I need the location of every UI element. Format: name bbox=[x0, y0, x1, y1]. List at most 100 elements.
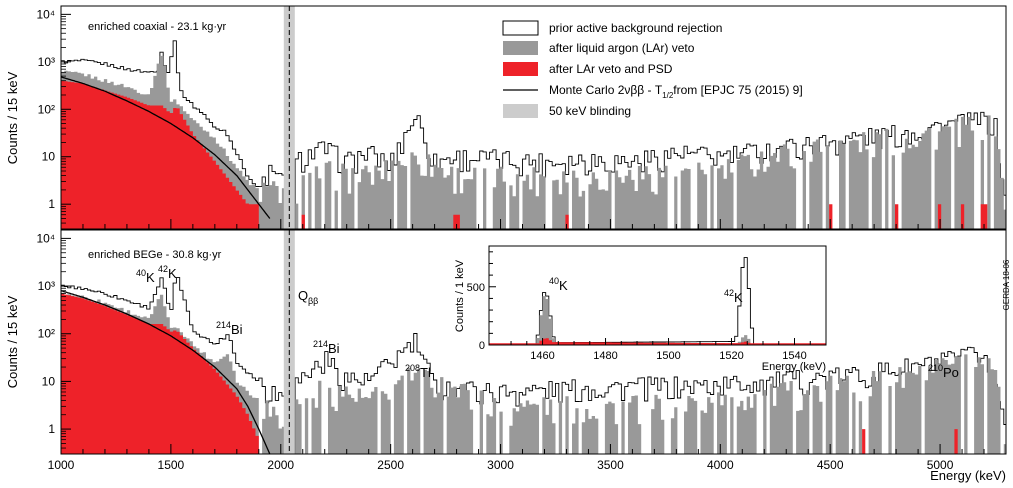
inset-peak-label-k-40: 40 K bbox=[549, 276, 568, 293]
y-tick-label: 10 bbox=[42, 150, 56, 164]
peak-label-element: K bbox=[146, 270, 155, 285]
peak-label-element: Bi bbox=[328, 341, 340, 356]
peak-label-bi-214: 214 Bi bbox=[313, 339, 340, 356]
legend-entry-prior: prior active background rejection bbox=[502, 20, 722, 36]
coaxial-y-axis-label: Counts / 15 keV bbox=[5, 71, 20, 164]
y-tick-label: 10³ bbox=[38, 279, 55, 293]
y-tick-label: 10³ bbox=[38, 55, 55, 69]
legend-entry-lar: after liquid argon (LAr) veto bbox=[503, 41, 695, 55]
inset-y-axis-label: Counts / 1 keV bbox=[454, 259, 466, 332]
legend: prior active background rejection after l… bbox=[502, 20, 803, 118]
inset-peak-label-element: K bbox=[559, 278, 568, 293]
inset-prior-histogram bbox=[489, 257, 826, 345]
bege-y-axis-label: Counts / 15 keV bbox=[5, 295, 20, 388]
peak-label-mass-number: 214 bbox=[313, 339, 328, 349]
peak-label-k-40: 40 K bbox=[136, 268, 155, 285]
inset-peak-label-mass-number: 42 bbox=[724, 288, 734, 298]
inset-x-tick-label: 1520 bbox=[719, 350, 743, 362]
inset-histogram-area bbox=[489, 257, 826, 345]
legend-swatch bbox=[503, 62, 538, 76]
y-tick-label: 10⁴ bbox=[36, 7, 55, 21]
inset-x-tick-label: 1460 bbox=[530, 350, 554, 362]
x-tick-label: 4500 bbox=[817, 458, 844, 472]
bege-axes: 1 10 10² 10³ 10⁴ 1000 1500 2000 2500 3000 3500 4000… bbox=[36, 231, 1007, 472]
qbb-label-sub: ββ bbox=[308, 296, 318, 306]
peak-label-element: Tl bbox=[420, 365, 431, 380]
monte-carlo-curve bbox=[61, 290, 271, 454]
inset-y-tick-label: 500 bbox=[467, 282, 485, 294]
psd-histogram bbox=[61, 80, 1006, 229]
qbb-label: Q ββ bbox=[298, 288, 318, 306]
legend-entry-blinding: 50 keV blinding bbox=[503, 104, 631, 118]
x-tick-label: 5000 bbox=[927, 458, 954, 472]
legend-swatch bbox=[503, 104, 538, 118]
bege-plot-frame bbox=[60, 229, 1007, 455]
x-tick-label: 4000 bbox=[707, 458, 734, 472]
y-tick-label: 10 bbox=[42, 374, 56, 388]
peak-label-element: K bbox=[168, 266, 177, 281]
y-tick-label: 10⁴ bbox=[36, 231, 55, 245]
inset-plot-frame bbox=[488, 245, 827, 346]
peak-label-mass-number: 208 bbox=[405, 363, 420, 373]
legend-swatch bbox=[503, 41, 538, 55]
y-tick-label: 10² bbox=[38, 327, 55, 341]
legend-label: after liquid argon (LAr) veto bbox=[549, 41, 695, 55]
peak-label-mass-number: 40 bbox=[136, 268, 146, 278]
inset-axes: 1460 1480 1500 1520 1540 0 500 bbox=[467, 251, 827, 362]
inset-peak-labels: 40 K 42 K bbox=[549, 276, 743, 305]
peak-label-mass-number: 214 bbox=[216, 320, 231, 330]
peak-label-k-42: 42 K bbox=[158, 264, 177, 281]
x-tick-label: 3500 bbox=[597, 458, 624, 472]
inset-y-tick-label: 0 bbox=[479, 340, 485, 352]
legend-entry-psd: after LAr veto and PSD bbox=[503, 62, 673, 76]
inset-peak-label-element: K bbox=[734, 290, 743, 305]
peak-label-element: Po bbox=[943, 365, 959, 380]
peak-label-mass-number: 42 bbox=[158, 264, 168, 274]
inset-x-axis-label: Energy (keV) bbox=[762, 361, 826, 373]
inset-x-tick-label: 1480 bbox=[593, 350, 617, 362]
y-tick-label: 1 bbox=[48, 422, 55, 436]
coaxial-axes: 1 10 10² 10³ 10⁴ bbox=[36, 7, 1007, 230]
peak-label-tl-208: 208 Tl bbox=[405, 363, 431, 380]
psd-histogram bbox=[61, 293, 1006, 454]
legend-label: Monte Carlo 2νββ - T bbox=[549, 83, 663, 97]
inset-peak-label-mass-number: 40 bbox=[549, 276, 559, 286]
legend-label: prior active background rejection bbox=[549, 21, 722, 35]
inset-x-tick-label: 1500 bbox=[656, 350, 680, 362]
y-tick-label: 10² bbox=[38, 102, 55, 116]
blinding-window bbox=[283, 6, 295, 229]
lar-veto-histogram bbox=[61, 55, 1006, 229]
legend-label-tail: from [EPJC 75 (2015) 9] bbox=[673, 83, 802, 97]
peak-label-element: Bi bbox=[231, 322, 243, 337]
bege-histogram-area bbox=[61, 230, 1006, 454]
y-tick-label: 1 bbox=[48, 197, 55, 211]
x-tick-label: 1000 bbox=[48, 458, 75, 472]
coaxial-plot-frame bbox=[60, 5, 1007, 230]
coaxial-histogram-area bbox=[61, 6, 1006, 229]
x-tick-label: 3000 bbox=[487, 458, 514, 472]
peak-label-bi-214: 214 Bi bbox=[216, 320, 243, 337]
x-tick-label: 1500 bbox=[158, 458, 185, 472]
peak-label-mass-number: 210 bbox=[928, 363, 943, 373]
x-tick-label: 2500 bbox=[377, 458, 404, 472]
peak-label-po-210: 210 Po bbox=[928, 363, 959, 380]
legend-swatch bbox=[502, 20, 539, 36]
inset-peak-label-k-42: 42 K bbox=[724, 288, 743, 305]
bege-dataset-title: enriched BEGe - 30.8 kg·yr bbox=[88, 249, 222, 261]
legend-label: after LAr veto and PSD bbox=[549, 62, 673, 76]
inset-x-tick-label: 1540 bbox=[782, 350, 806, 362]
qbb-label-main: Q bbox=[298, 288, 308, 303]
lar-veto-histogram bbox=[61, 292, 1006, 454]
monte-carlo-curve bbox=[61, 76, 271, 219]
coaxial-spectrum-panel: 1 10 10² 10³ 10⁴ enriched coaxial - 23.1 kg·… bbox=[5, 5, 1007, 230]
bege-spectrum-panel: 1 10 10² 10³ 10⁴ 1000 1500 2000 2500 3000 3500 4000… bbox=[5, 229, 1011, 483]
legend-label: 50 keV blinding bbox=[549, 104, 631, 118]
legend-entry-mc: Monte Carlo 2νββ - T 1/2 from [EPJC 75 (2… bbox=[503, 83, 803, 100]
gerda-figure-id: GERDA 18-06 bbox=[1002, 259, 1011, 310]
legend-label-subscript: 1/2 bbox=[662, 91, 674, 100]
energy-x-axis-label: Energy (keV) bbox=[930, 468, 1006, 483]
x-tick-label: 2000 bbox=[267, 458, 294, 472]
